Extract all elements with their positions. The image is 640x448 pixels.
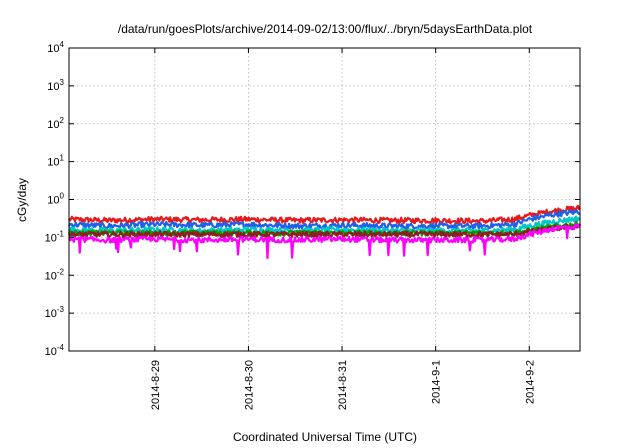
- y-tick-label: 10-1: [45, 229, 65, 244]
- y-tick-label: 101: [47, 154, 64, 169]
- series-line: [67, 209, 581, 230]
- x-tick-label: 2014-8-31: [337, 360, 349, 410]
- x-axis-label: Coordinated Universal Time (UTC): [233, 430, 417, 444]
- x-tick-label: 2014-9-1: [431, 360, 443, 404]
- y-axis: 10-4 10-3 10-2 10-1 100 101 102 103 104: [45, 40, 580, 358]
- x-axis: 2014-8-29 2014-8-30 2014-8-31 2014-9-1 2014-…: [150, 48, 536, 410]
- y-tick-label: 10-4: [45, 343, 65, 358]
- x-tick-label: 2014-8-30: [243, 360, 255, 410]
- grid: [69, 48, 580, 351]
- y-axis-label: cGy/day: [15, 178, 29, 222]
- series-line: [68, 223, 582, 259]
- chart-title: /data/run/goesPlots/archive/2014-09-02/1…: [118, 22, 533, 36]
- series-layer: [67, 204, 582, 259]
- y-tick-label: 10-2: [45, 267, 65, 282]
- x-tick-label: 2014-9-2: [524, 360, 536, 404]
- y-tick-label: 102: [47, 116, 64, 131]
- y-tick-label: 104: [47, 40, 64, 55]
- y-tick-label: 103: [47, 78, 64, 93]
- series-line: [67, 215, 581, 235]
- y-tick-label: 100: [47, 192, 64, 207]
- series-line: [68, 204, 581, 225]
- y-tick-label: 10-3: [45, 305, 65, 320]
- x-tick-label: 2014-8-29: [150, 360, 162, 410]
- series-line: [67, 223, 581, 239]
